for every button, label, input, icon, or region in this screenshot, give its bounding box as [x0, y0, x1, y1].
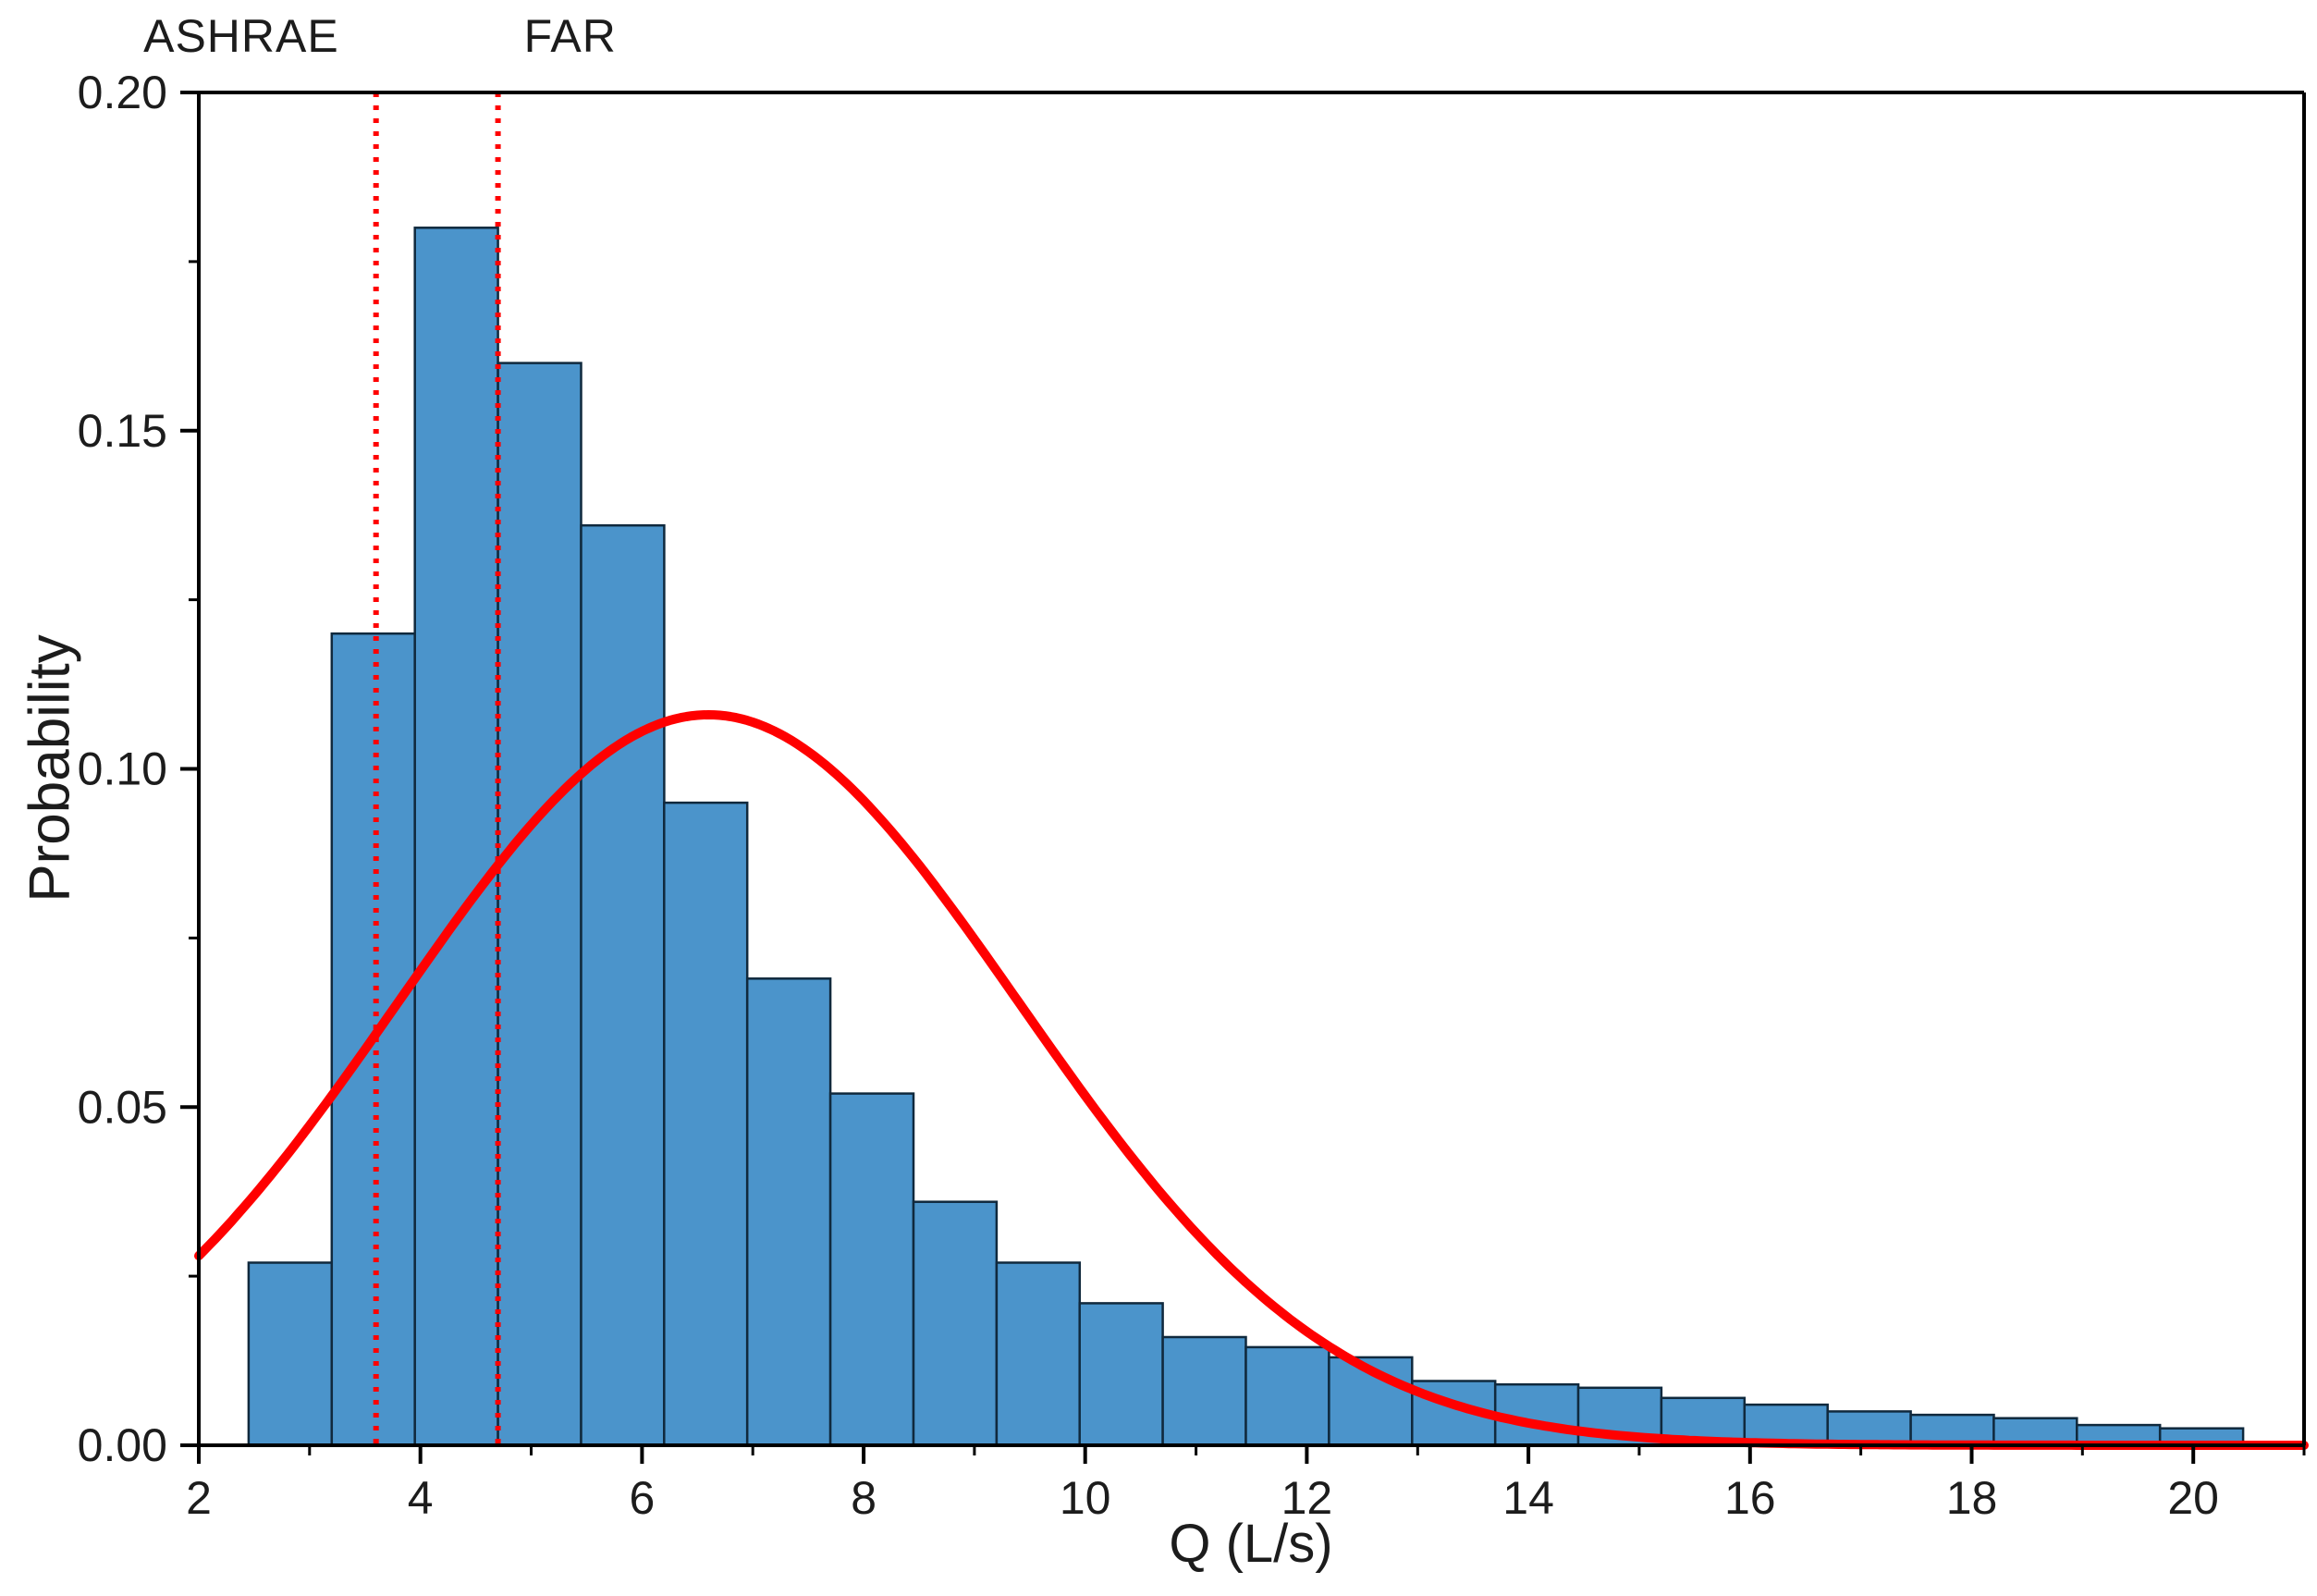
- x-tick-label: 20: [2167, 1472, 2219, 1524]
- y-tick-label: 0.15: [78, 405, 167, 457]
- ashrae-line-label: ASHRAE: [143, 10, 339, 62]
- x-tick-label: 2: [186, 1472, 212, 1524]
- histogram-bar: [995, 1261, 1082, 1447]
- bars-group: [247, 227, 2245, 1447]
- histogram-bar: [580, 523, 666, 1447]
- histogram-bar: [1078, 1302, 1164, 1447]
- y-tick-label: 0.05: [78, 1081, 167, 1133]
- histogram-bar: [663, 801, 749, 1447]
- histogram-bar: [1909, 1413, 1995, 1447]
- histogram-bar: [413, 227, 499, 1447]
- far-line-label: FAR: [523, 10, 617, 62]
- y-tick-label: 0.20: [78, 67, 167, 118]
- histogram-bar: [745, 977, 832, 1447]
- histogram-bar: [912, 1200, 999, 1447]
- y-tick-label: 0.10: [78, 743, 167, 795]
- y-tick-label: 0.00: [78, 1419, 167, 1471]
- x-tick-label: 6: [629, 1472, 655, 1524]
- x-tick-label: 14: [1502, 1472, 1554, 1524]
- x-axis-title: Q (L/s): [1169, 1514, 1333, 1574]
- x-tick-label: 16: [1724, 1472, 1776, 1524]
- histogram-bar: [496, 362, 582, 1447]
- histogram-bar: [1161, 1335, 1247, 1447]
- histogram-bar: [247, 1261, 334, 1447]
- histogram-bar: [1244, 1345, 1330, 1447]
- x-tick-label: 8: [851, 1472, 877, 1524]
- x-tick-label: 4: [408, 1472, 434, 1524]
- x-tick-label: 12: [1281, 1472, 1333, 1524]
- x-tick-label: 10: [1060, 1472, 1111, 1524]
- x-tick-label: 18: [1946, 1472, 1998, 1524]
- histogram-bar: [828, 1092, 915, 1447]
